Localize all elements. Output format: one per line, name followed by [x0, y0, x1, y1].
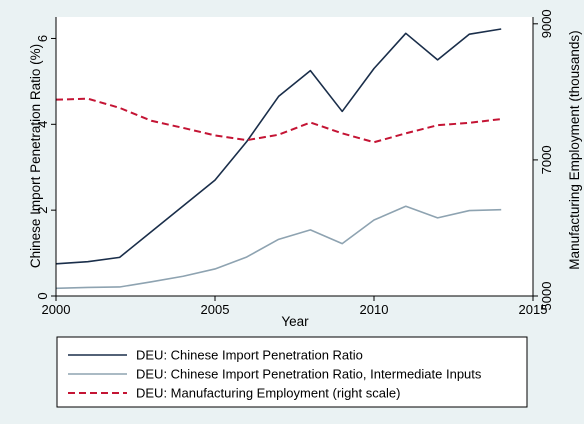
x-tick-label: 2015 — [519, 302, 548, 317]
plot-area — [56, 17, 533, 296]
x-tick-label: 2000 — [42, 302, 71, 317]
x-axis-title: Year — [281, 314, 309, 329]
chart-marks — [55, 28, 502, 290]
left-y-tick-label: 6 — [35, 35, 50, 42]
legend: DEU: Chinese Import Penetration Ratio DEU… — [56, 336, 528, 408]
left-y-tick-label: 2 — [35, 207, 50, 214]
left-y-tick-label: 4 — [35, 121, 50, 128]
legend-label-1: DEU: Chinese Import Penetration Ratio — [136, 348, 363, 363]
right-y-tick-label: 5000 — [539, 282, 554, 311]
legend-box — [56, 336, 528, 408]
x-tick-label: 2005 — [201, 302, 230, 317]
right-y-tick-label: 9000 — [539, 9, 554, 38]
x-tick-label: 2010 — [360, 302, 389, 317]
right-y-ticks: 5000 7000 9000 — [533, 9, 554, 310]
right-y-tick-label: 7000 — [539, 145, 554, 174]
legend-label-2: DEU: Chinese Import Penetration Ratio, I… — [136, 367, 482, 382]
left-y-tick-label: 0 — [35, 292, 50, 299]
left-y-ticks: 0 2 4 6 — [35, 35, 56, 300]
legend-label-3: DEU: Manufacturing Employment (right sca… — [136, 386, 400, 401]
x-ticks: 2000 2005 2010 2015 — [42, 296, 548, 317]
left-y-axis-title: Chinese Import Penetration Ratio (%) — [28, 44, 43, 268]
right-y-axis-title: Manufacturing Employment (thousands) — [567, 30, 582, 269]
